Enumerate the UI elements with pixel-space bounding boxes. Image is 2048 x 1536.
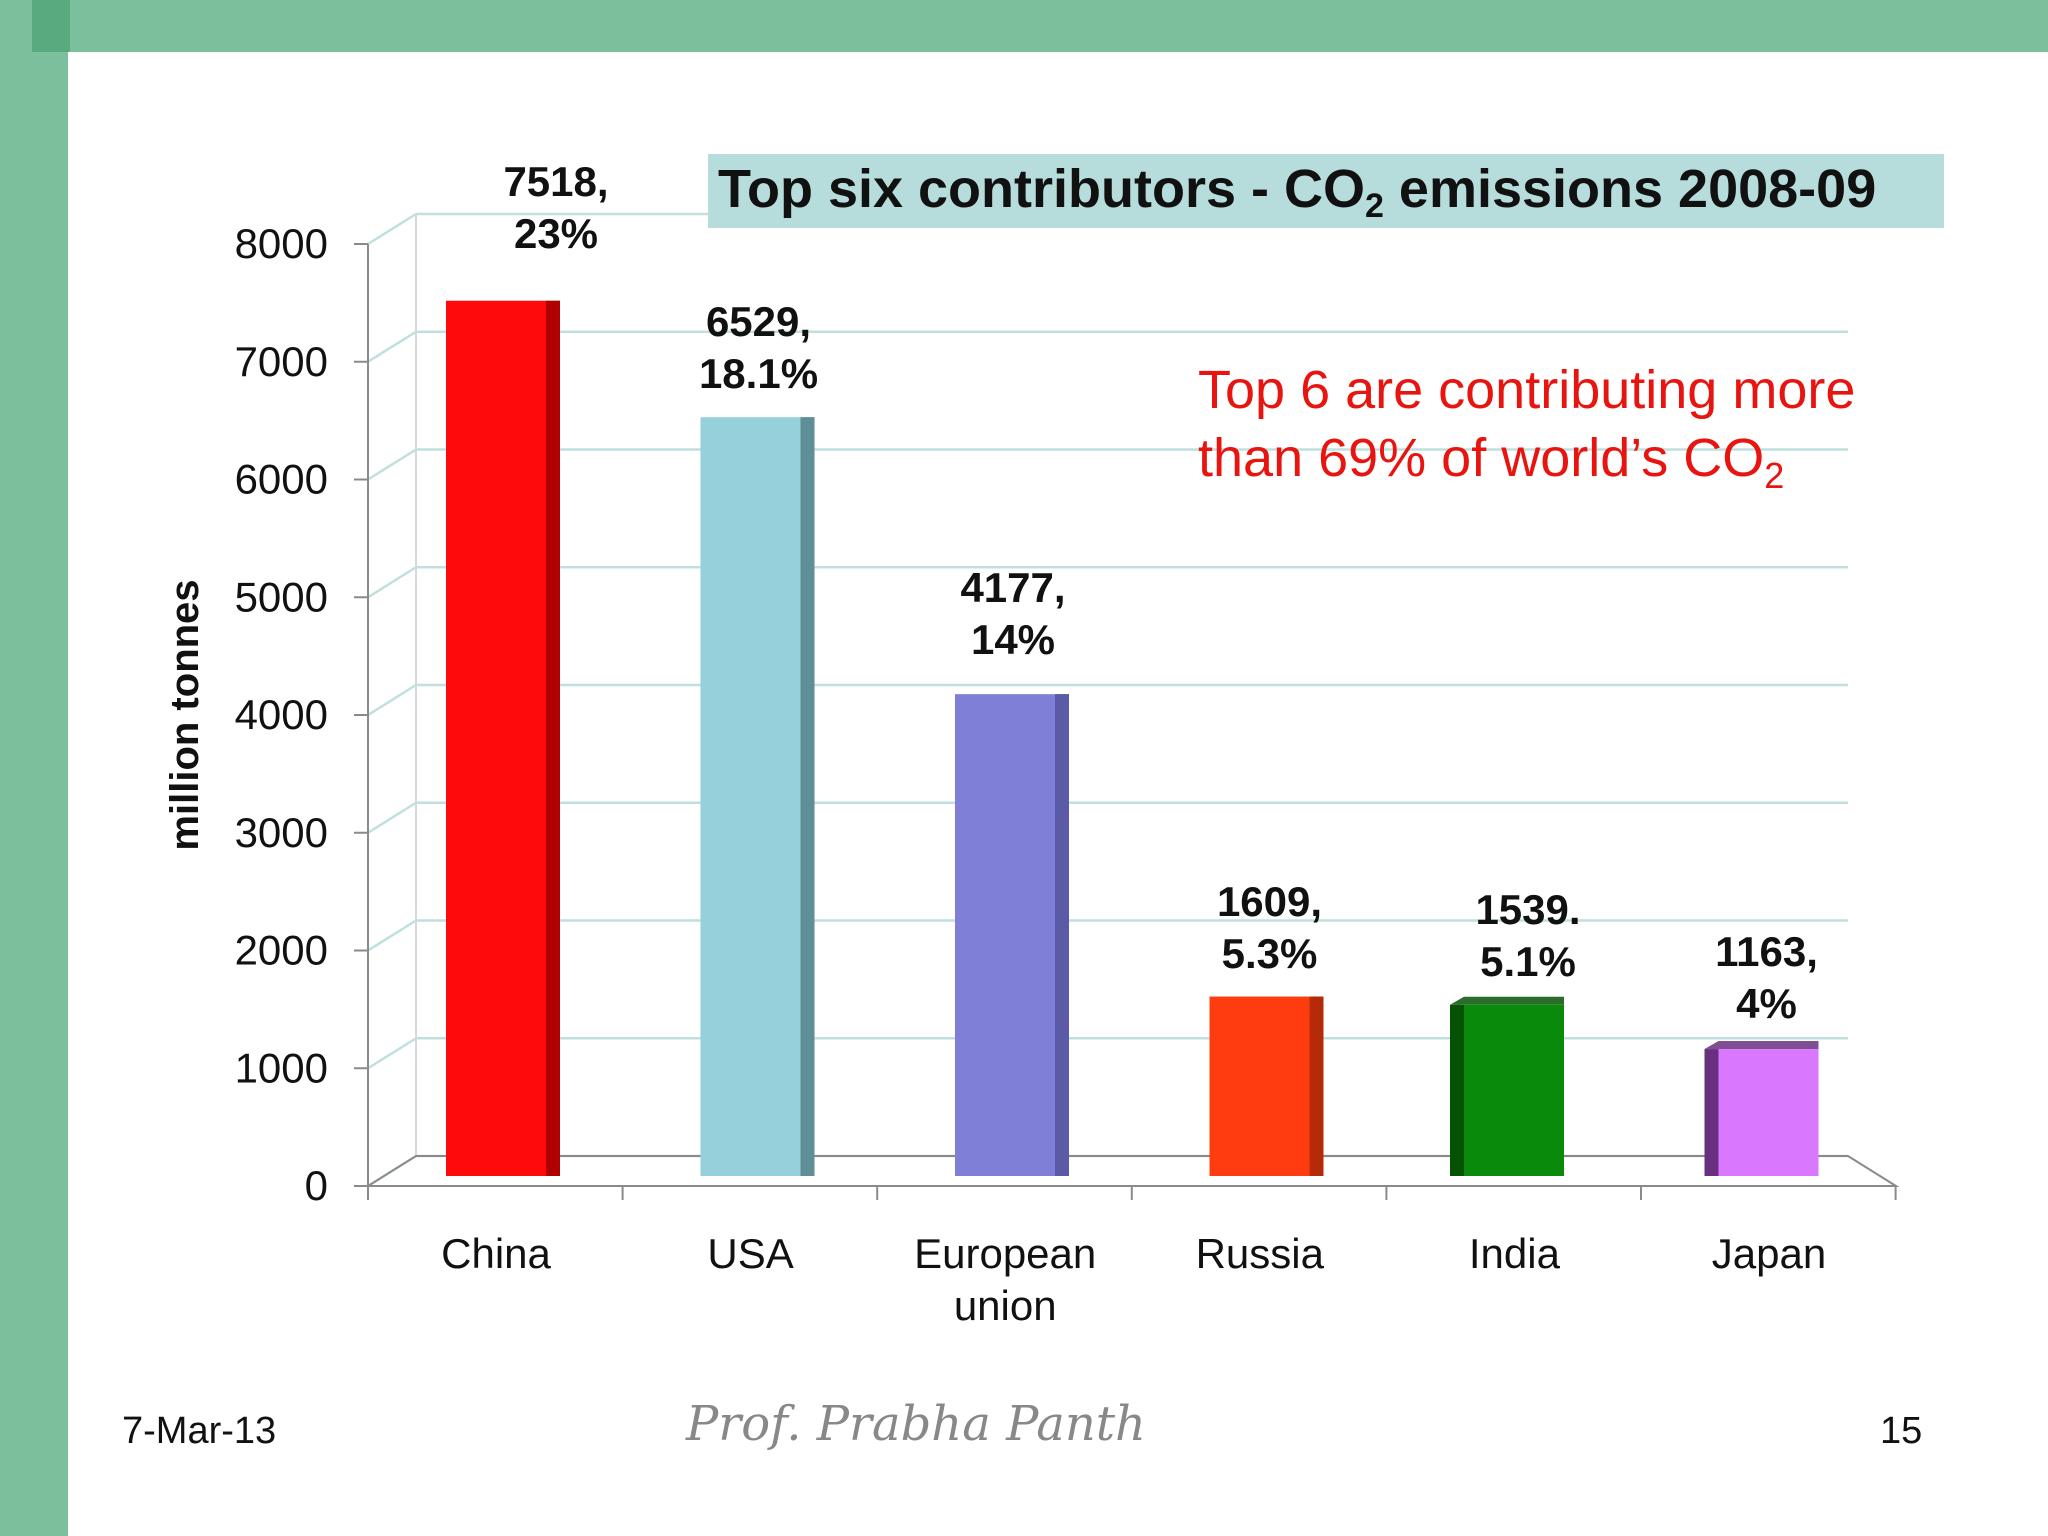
- chart-title-subscript: 2: [1365, 187, 1384, 225]
- gridline-depth: [367, 566, 417, 599]
- top-decor-band: [0, 0, 2048, 52]
- page-number: 15: [1880, 1410, 1923, 1452]
- bar-top: [700, 417, 815, 426]
- chart-title: Top six contributors - CO2 emissions 200…: [708, 154, 1944, 228]
- gridline-depth: [367, 1037, 417, 1070]
- gridline-depth: [367, 919, 417, 952]
- bar-data-label: 6529,: [706, 298, 811, 345]
- chart-title-main: Top six contributors - CO: [718, 159, 1365, 219]
- y-tick-label: 7000: [235, 338, 328, 385]
- bar: [700, 417, 801, 1177]
- bar-data-label: 18.1%: [699, 350, 818, 397]
- bar-data-label: 5.3%: [1222, 930, 1318, 977]
- bar: [1209, 996, 1310, 1176]
- bar: [955, 694, 1055, 1176]
- bar-side: [1704, 1049, 1719, 1176]
- y-tick-label: 1000: [235, 1044, 328, 1091]
- bar-data-label: 5.1%: [1480, 938, 1576, 985]
- bar-data-label: 14%: [971, 616, 1055, 663]
- callout-text: Top 6 are contributing more than 69% of …: [1198, 360, 1856, 488]
- bar-side: [800, 417, 815, 1177]
- x-tick-label: Japan: [1712, 1230, 1826, 1277]
- bar-top: [1209, 996, 1324, 1005]
- gridline-depth: [367, 683, 417, 717]
- chart-title-rest: emissions 2008-09: [1383, 159, 1877, 219]
- y-axis-title: million tonnes: [163, 579, 207, 850]
- bar-data-label: 1163,: [1715, 928, 1818, 975]
- bar-side: [546, 300, 560, 1176]
- bar-data-label: 4%: [1736, 980, 1797, 1027]
- bar: [1464, 1004, 1564, 1176]
- chart-floor: [364, 1155, 1900, 1187]
- annotation-callout: Top 6 are contributing more than 69% of …: [1198, 356, 1878, 510]
- x-tick-label: USA: [707, 1230, 793, 1277]
- bar-top: [446, 300, 560, 309]
- callout-subscript: 2: [1764, 455, 1785, 496]
- bar-side: [1055, 694, 1069, 1176]
- top-band-accent: [32, 0, 70, 52]
- gridline-depth: [367, 448, 417, 481]
- bar-data-label: 23%: [514, 210, 598, 257]
- x-tick-label: union: [954, 1282, 1057, 1329]
- bar-side: [1309, 996, 1324, 1176]
- y-tick-label: 2000: [235, 927, 328, 974]
- y-tick-label: 6000: [235, 456, 328, 503]
- bar-data-label: 4177,: [960, 564, 1065, 611]
- footer-date: 7-Mar-13: [122, 1410, 277, 1452]
- x-tick-label: India: [1469, 1230, 1561, 1277]
- x-tick-label: European: [914, 1230, 1096, 1277]
- bar-side: [1450, 1004, 1464, 1176]
- gridline-depth: [367, 330, 417, 363]
- bar-top: [955, 694, 1069, 703]
- y-tick-label: 3000: [235, 809, 328, 856]
- bar-data-label: 7518,: [503, 158, 608, 205]
- bar: [1718, 1049, 1819, 1176]
- y-tick-label: 0: [305, 1162, 328, 1209]
- bar-top: [1450, 996, 1564, 1005]
- bar-data-label: 1609,: [1217, 878, 1322, 925]
- bar-top: [1704, 1041, 1819, 1050]
- left-decor-band: [0, 0, 68, 1536]
- x-tick-label: Russia: [1196, 1230, 1325, 1277]
- x-tick-label: China: [441, 1230, 551, 1277]
- footer-author: Prof. Prabha Panth: [686, 1396, 1146, 1452]
- bar-data-label: 1539.: [1475, 886, 1580, 933]
- bar: [446, 300, 546, 1176]
- y-tick-label: 8000: [235, 220, 328, 267]
- gridline-depth: [367, 212, 417, 246]
- y-tick-label: 4000: [235, 691, 328, 738]
- y-tick-label: 5000: [235, 573, 328, 620]
- gridline-depth: [367, 801, 417, 834]
